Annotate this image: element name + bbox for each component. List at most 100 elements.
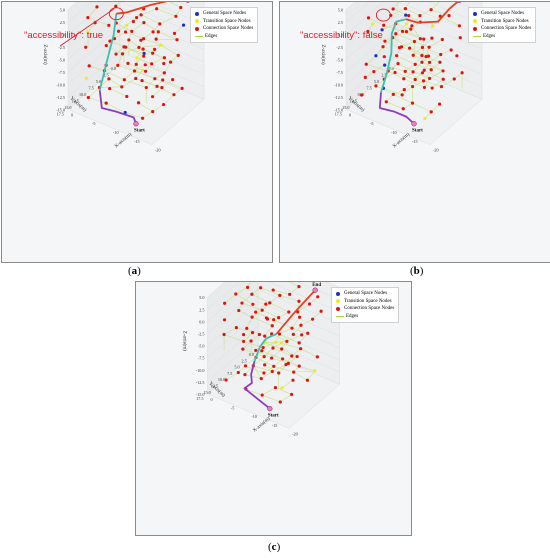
connection-space-node <box>84 45 88 49</box>
graph-edge <box>104 70 125 80</box>
connection-space-node <box>180 86 184 90</box>
graph-edge <box>245 357 257 367</box>
graph-edge <box>264 325 273 337</box>
graph-edge <box>152 52 171 63</box>
connection-space-node <box>400 93 404 97</box>
graph-edge <box>403 71 414 79</box>
graph-edge <box>156 86 175 95</box>
connection-space-node <box>134 62 138 66</box>
z-tick-label: 0.0 <box>199 319 204 324</box>
y-tick-label: 0.0 <box>111 66 116 71</box>
graph-edge <box>250 334 260 342</box>
graph-edge <box>117 53 123 66</box>
graph-edge <box>253 365 262 379</box>
y-tick-label: 0.0 <box>249 352 254 357</box>
panel-label-a: (a) <box>128 265 141 277</box>
graph-edge <box>392 2 400 10</box>
graph-edge <box>273 289 290 295</box>
connection-space-node <box>243 373 247 377</box>
panel-label-c: (c) <box>268 541 281 553</box>
connection-space-node <box>86 16 90 20</box>
legend-dot-swatch <box>195 19 199 24</box>
connection-space-node <box>245 285 250 289</box>
z-tick-label: -7.5 <box>336 70 343 75</box>
route-start-segment <box>378 92 415 125</box>
graph-edge <box>387 63 399 72</box>
graph-edge <box>138 38 144 48</box>
legend-item-label: Edges <box>483 33 496 39</box>
z-tick-label: 0.0 <box>60 33 65 38</box>
connection-space-node <box>457 24 461 28</box>
start-label: Start <box>134 129 145 134</box>
graph-edge <box>388 70 404 80</box>
grid-line <box>207 313 259 358</box>
graph-edge <box>271 357 289 364</box>
graph-edge <box>440 49 452 55</box>
connection-space-node <box>270 369 274 374</box>
connection-space-node <box>437 102 442 106</box>
graph-edge <box>297 303 310 313</box>
transition-space-node <box>84 76 88 80</box>
connection-space-node <box>236 370 240 375</box>
connection-space-node <box>383 39 387 43</box>
connection-space-node <box>410 101 415 105</box>
graph-edge <box>264 357 272 366</box>
graph-edge <box>175 7 182 17</box>
connection-space-node <box>277 332 282 336</box>
graph-edge <box>262 394 281 403</box>
connection-space-node <box>297 341 301 345</box>
connection-space-node <box>142 54 146 58</box>
graph-edge <box>160 44 179 56</box>
legend-item-label: General Space Nodes <box>203 11 247 16</box>
connection-space-node <box>160 86 164 90</box>
connection-space-node <box>364 62 368 66</box>
connection-space-node <box>259 286 263 290</box>
connection-space-node <box>393 70 397 75</box>
start-node-marker <box>133 121 139 127</box>
z-tick-label: -12.5 <box>196 380 205 385</box>
graph-edge <box>161 79 173 88</box>
connection-space-node <box>429 110 433 114</box>
general-space-node <box>404 13 408 17</box>
graph-edge <box>118 24 127 32</box>
graph-edge <box>309 296 318 305</box>
connection-space-node <box>286 361 290 365</box>
connection-space-node <box>161 78 165 82</box>
connection-space-node <box>116 29 121 33</box>
connection-space-node <box>278 400 282 404</box>
x-tick-label: -10 <box>113 130 119 135</box>
connection-space-node <box>402 88 406 92</box>
graph-edge <box>158 31 178 40</box>
grid-line <box>257 337 340 373</box>
legend-item: Edges <box>336 313 394 321</box>
graph-edge <box>269 302 289 313</box>
graph-edge <box>138 44 162 48</box>
connection-space-node <box>395 54 399 58</box>
graph-edge <box>423 80 442 87</box>
highlight-circle <box>108 7 124 21</box>
connection-space-node <box>289 392 294 397</box>
connection-space-node <box>402 77 406 81</box>
connection-space-node <box>295 354 299 359</box>
graph-edge <box>394 72 416 80</box>
connection-space-node <box>134 76 138 81</box>
graph-edge <box>272 347 292 357</box>
highlight-circle <box>375 8 391 22</box>
connection-space-node <box>271 288 275 292</box>
connection-space-node <box>305 378 310 382</box>
connection-space-node <box>273 385 278 390</box>
graph-edge <box>424 78 430 88</box>
connection-space-node <box>224 378 228 382</box>
connection-space-node <box>127 38 131 42</box>
graph-edge <box>428 39 443 48</box>
graph-edge <box>131 22 145 32</box>
graph-edge <box>412 80 424 87</box>
grid-line <box>345 2 370 23</box>
z-tick-label: -15.0 <box>196 392 205 397</box>
connection-space-node <box>418 37 422 41</box>
graph-edge <box>395 33 415 42</box>
connection-space-node <box>306 331 310 335</box>
start-label: Start <box>412 129 423 134</box>
connection-space-node <box>420 71 425 75</box>
graph-edge <box>366 63 389 72</box>
